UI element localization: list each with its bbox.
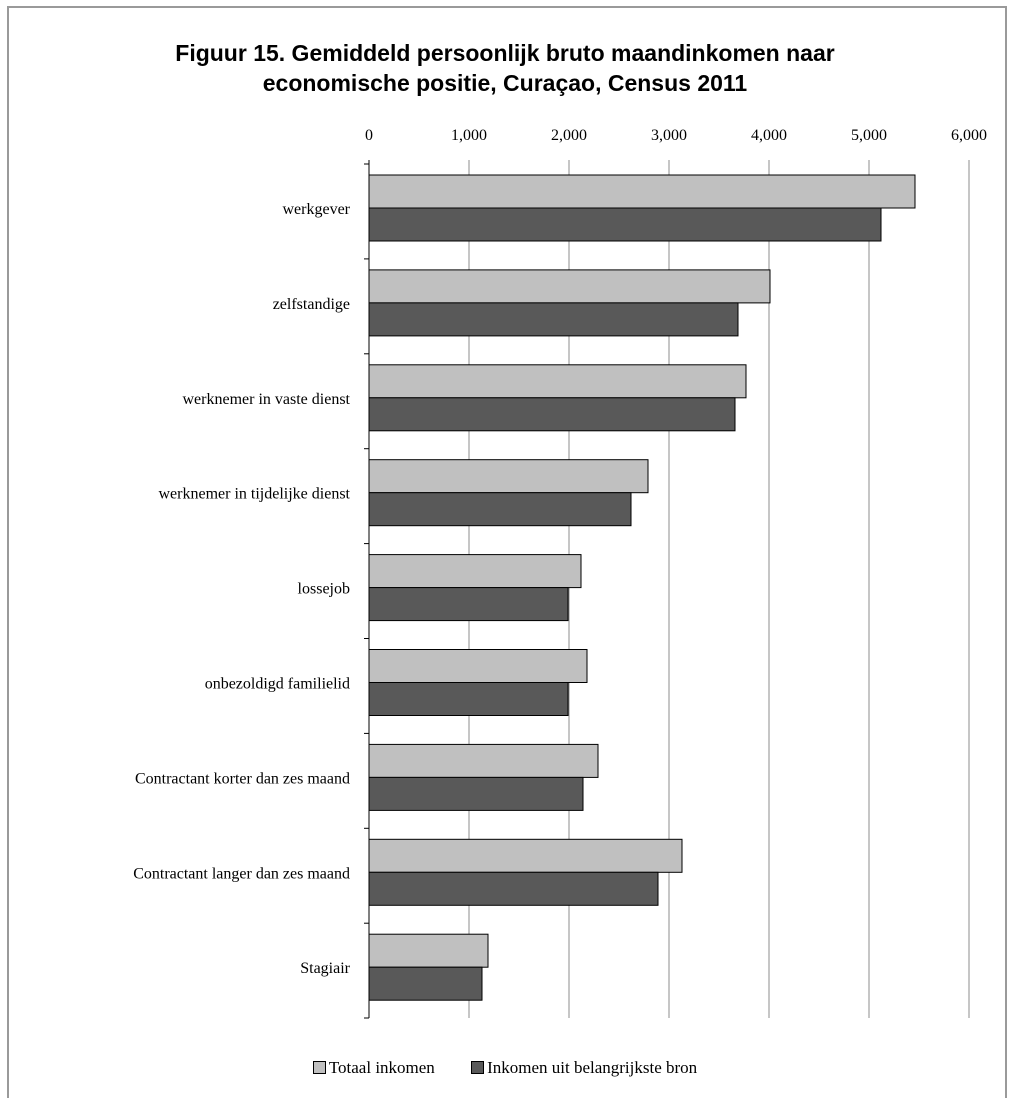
bar-totaal xyxy=(368,554,582,589)
bar-belangrijkste-bron xyxy=(368,776,584,811)
legend-swatch-belangrijkste-bron xyxy=(471,1061,485,1074)
bar-totaal xyxy=(368,174,916,209)
legend-label-belangrijkste-bron: Inkomen uit belangrijkste bron xyxy=(487,1058,698,1077)
x-tick-label: 5,000 xyxy=(851,127,887,144)
plot-area: 0 1,000 2,000 3,000 4,000 5,000 6,000 werkgever… xyxy=(133,127,987,1019)
x-tick-label: 2,000 xyxy=(551,127,587,144)
category-label: werknemer in tijdelijke dienst xyxy=(159,486,351,503)
bar-totaal xyxy=(368,838,683,873)
category-label: werkgever xyxy=(282,201,350,218)
category-label: onbezoldigd familielid xyxy=(205,676,350,693)
bar-totaal xyxy=(368,933,489,968)
bar-belangrijkste-bron xyxy=(368,207,882,242)
category-label: Stagiair xyxy=(300,960,350,977)
category-label: zelfstandige xyxy=(273,296,350,313)
x-tick-label: 6,000 xyxy=(951,127,987,144)
legend-swatch-totaal xyxy=(312,1061,326,1074)
category-label: Contractant langer dan zes maand xyxy=(133,865,350,882)
legend-label-totaal: Totaal inkomen xyxy=(328,1058,435,1077)
bar-belangrijkste-bron xyxy=(368,682,569,716)
category-label: lossejob xyxy=(298,581,350,598)
x-tick-label: 0 xyxy=(365,127,373,144)
x-tick-label: 3,000 xyxy=(651,127,687,144)
bar-belangrijkste-bron xyxy=(368,587,569,622)
bar-belangrijkste-bron xyxy=(368,397,736,432)
category-label: werknemer in vaste dienst xyxy=(183,391,351,408)
bar-totaal xyxy=(368,743,599,778)
category-label: Contractant korter dan zes maand xyxy=(135,770,350,787)
bar-totaal xyxy=(368,459,649,494)
bar-totaal xyxy=(368,364,747,399)
legend: Totaal inkomen Inkomen uit belangrijkste… xyxy=(0,1058,1010,1078)
legend-item-belangrijkste-bron: Inkomen uit belangrijkste bron xyxy=(471,1058,697,1078)
x-tick-label: 1,000 xyxy=(451,127,487,144)
chart-title: Figuur 15. Gemiddeld persoonlijk bruto m… xyxy=(175,40,835,96)
legend-item-totaal: Totaal inkomen xyxy=(312,1058,435,1078)
x-tick-label: 4,000 xyxy=(751,127,787,144)
bar-totaal xyxy=(368,649,588,683)
bar-belangrijkste-bron xyxy=(368,966,483,1001)
bar-belangrijkste-bron xyxy=(368,871,659,906)
bar-totaal xyxy=(368,269,771,304)
bar-belangrijkste-bron xyxy=(368,302,739,337)
bar-belangrijkste-bron xyxy=(368,492,632,527)
